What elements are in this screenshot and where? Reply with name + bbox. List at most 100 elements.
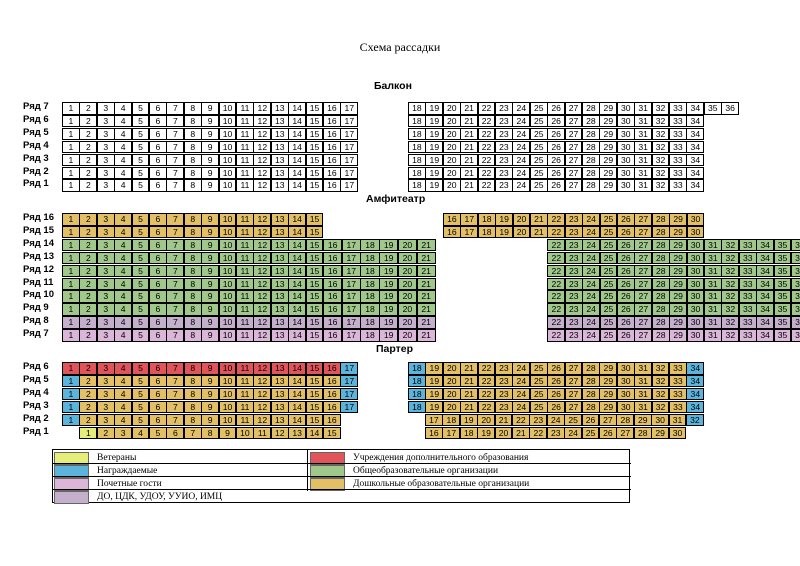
seat[interactable]: 9 — [201, 102, 220, 115]
seat[interactable]: 23 — [564, 329, 583, 342]
seat[interactable]: 20 — [477, 413, 496, 427]
seat[interactable]: 14 — [288, 290, 307, 303]
seat[interactable]: 28 — [651, 329, 670, 342]
seat[interactable]: 3 — [96, 316, 115, 329]
seat[interactable]: 28 — [651, 316, 670, 329]
seat[interactable]: 14 — [288, 238, 307, 252]
seat[interactable]: 8 — [183, 303, 202, 316]
seat[interactable]: 3 — [96, 114, 115, 128]
seat[interactable]: 13 — [270, 387, 289, 401]
seat[interactable]: 14 — [288, 329, 307, 342]
seat[interactable]: 15 — [323, 426, 341, 439]
seat[interactable]: 17 — [340, 102, 359, 115]
seat[interactable]: 32 — [651, 400, 670, 414]
seat[interactable]: 26 — [617, 225, 635, 239]
seat[interactable]: 8 — [183, 102, 202, 115]
seat[interactable]: 26 — [617, 290, 635, 303]
seat[interactable]: 19 — [425, 400, 444, 414]
seat[interactable]: 30 — [686, 225, 705, 239]
seat[interactable]: 34 — [756, 251, 775, 265]
seat[interactable]: 10 — [218, 225, 237, 239]
seat[interactable]: 10 — [218, 316, 237, 329]
seat[interactable]: 18 — [477, 225, 496, 239]
seat[interactable]: 26 — [547, 114, 566, 128]
seat[interactable]: 21 — [460, 179, 479, 192]
seat[interactable]: 10 — [218, 251, 237, 265]
seat[interactable]: 18 — [408, 114, 426, 128]
seat[interactable]: 25 — [599, 238, 618, 252]
seat[interactable]: 4 — [114, 166, 133, 179]
seat[interactable]: 13 — [270, 102, 289, 115]
seat[interactable]: 7 — [166, 238, 185, 252]
seat[interactable]: 22 — [477, 387, 496, 401]
seat[interactable]: 34 — [756, 329, 775, 342]
seat[interactable]: 36 — [791, 303, 800, 316]
seat[interactable]: 36 — [791, 264, 800, 278]
seat[interactable]: 21 — [460, 102, 479, 115]
seat[interactable]: 7 — [166, 329, 185, 342]
seat[interactable]: 34 — [686, 179, 705, 192]
seat[interactable]: 18 — [360, 277, 380, 290]
seat[interactable]: 28 — [651, 290, 670, 303]
seat[interactable]: 29 — [599, 400, 618, 414]
seat[interactable]: 33 — [669, 114, 687, 128]
seat[interactable]: 13 — [270, 140, 289, 154]
seat[interactable]: 27 — [616, 426, 635, 439]
seat[interactable]: 13 — [270, 127, 289, 141]
seat[interactable]: 9 — [218, 426, 237, 439]
seat[interactable]: 29 — [669, 329, 688, 342]
seat[interactable]: 32 — [721, 316, 740, 329]
seat[interactable]: 31 — [634, 102, 653, 115]
seat[interactable]: 36 — [721, 102, 740, 115]
seat[interactable]: 30 — [616, 374, 635, 388]
seat[interactable]: 1 — [62, 413, 80, 427]
seat[interactable]: 27 — [564, 153, 583, 167]
seat[interactable]: 11 — [236, 213, 254, 226]
seat[interactable]: 30 — [616, 114, 635, 128]
seat[interactable]: 23 — [564, 277, 583, 290]
seat[interactable]: 11 — [236, 362, 254, 375]
seat[interactable]: 22 — [477, 127, 496, 141]
seat[interactable]: 23 — [529, 413, 548, 427]
seat[interactable]: 12 — [253, 166, 272, 179]
seat[interactable]: 5 — [131, 413, 150, 427]
seat[interactable]: 19 — [425, 166, 444, 179]
seat[interactable]: 25 — [529, 114, 548, 128]
seat[interactable]: 22 — [477, 362, 496, 375]
seat[interactable]: 32 — [721, 251, 740, 265]
seat[interactable]: 19 — [379, 264, 399, 278]
seat[interactable]: 1 — [62, 400, 80, 414]
seat[interactable]: 26 — [547, 166, 566, 179]
seat[interactable]: 3 — [96, 264, 115, 278]
seat[interactable]: 26 — [547, 374, 566, 388]
seat[interactable]: 22 — [547, 290, 566, 303]
seat[interactable]: 34 — [686, 127, 705, 141]
seat[interactable]: 18 — [408, 102, 426, 115]
seat[interactable]: 13 — [270, 362, 289, 375]
seat[interactable]: 20 — [397, 238, 417, 252]
seat[interactable]: 17 — [341, 303, 361, 316]
seat[interactable]: 7 — [166, 277, 185, 290]
seat[interactable]: 3 — [96, 362, 115, 375]
seat[interactable]: 21 — [460, 153, 479, 167]
seat[interactable]: 22 — [512, 413, 530, 427]
seat[interactable]: 5 — [131, 140, 150, 154]
seat[interactable]: 27 — [564, 166, 583, 179]
seat[interactable]: 18 — [408, 374, 426, 388]
seat[interactable]: 24 — [512, 140, 531, 154]
seat[interactable]: 7 — [166, 102, 185, 115]
seat[interactable]: 13 — [270, 277, 289, 290]
seat[interactable]: 11 — [236, 153, 254, 167]
seat[interactable]: 28 — [582, 387, 600, 401]
seat[interactable]: 7 — [166, 114, 185, 128]
seat[interactable]: 31 — [704, 238, 722, 252]
seat[interactable]: 27 — [634, 264, 653, 278]
seat[interactable]: 25 — [599, 225, 618, 239]
seat[interactable]: 21 — [460, 140, 479, 154]
seat[interactable]: 10 — [218, 413, 237, 427]
seat[interactable]: 20 — [397, 316, 417, 329]
seat[interactable]: 4 — [114, 413, 133, 427]
seat[interactable]: 3 — [114, 426, 133, 439]
seat[interactable]: 2 — [79, 238, 98, 252]
seat[interactable]: 17 — [341, 290, 361, 303]
